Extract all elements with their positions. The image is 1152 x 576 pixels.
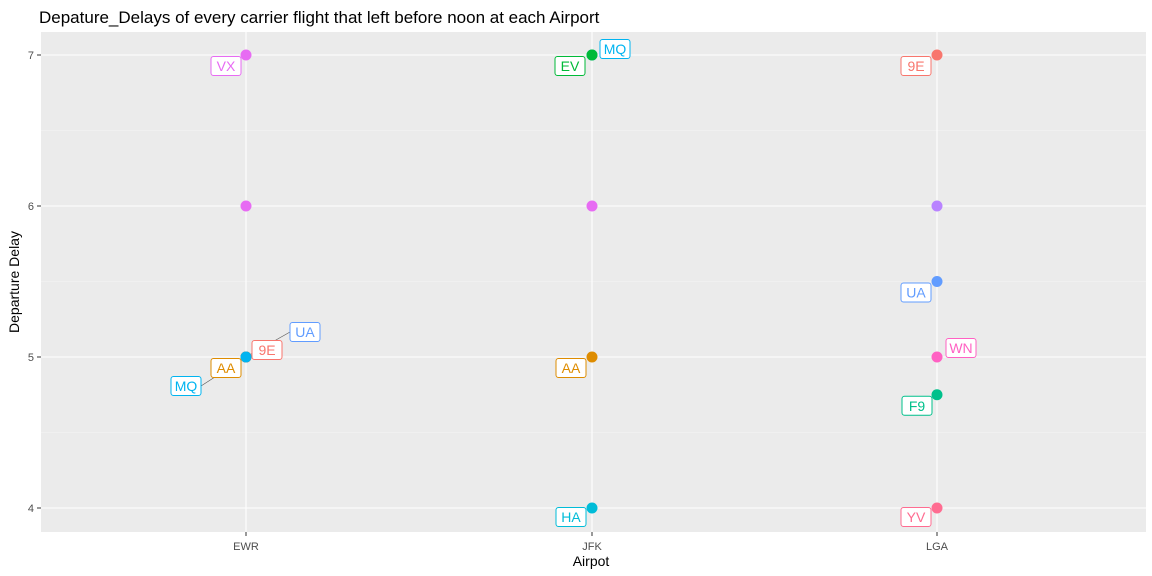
data-point bbox=[931, 502, 943, 514]
label-text: YV bbox=[907, 509, 926, 525]
label-box bbox=[599, 39, 631, 59]
label-text: MQ bbox=[604, 41, 627, 57]
label-text: F9 bbox=[909, 398, 926, 414]
point-label: UA bbox=[900, 282, 932, 303]
data-point bbox=[586, 200, 598, 212]
label-box bbox=[945, 338, 977, 358]
plot-panel bbox=[41, 32, 1146, 532]
y-axis-title: Departure Delay bbox=[6, 231, 22, 333]
point-label: MQ bbox=[599, 39, 631, 59]
label-text: 9E bbox=[258, 342, 275, 358]
label-box bbox=[170, 376, 202, 396]
label-box bbox=[555, 507, 587, 527]
x-axis-ticks: EWR JFK LGA bbox=[233, 532, 949, 553]
label-box bbox=[900, 507, 932, 527]
data-point bbox=[931, 49, 943, 61]
data-point bbox=[240, 49, 252, 61]
point-label: HA bbox=[555, 507, 587, 527]
label-box bbox=[251, 340, 283, 360]
label-text: UA bbox=[295, 324, 315, 340]
y-tick-label: 4 bbox=[28, 503, 34, 515]
point-label: 9E bbox=[900, 56, 932, 76]
label-text: UA bbox=[906, 285, 926, 301]
point-label: AA bbox=[555, 358, 587, 378]
point-label: F9 bbox=[901, 395, 933, 416]
label-box bbox=[555, 358, 587, 378]
label-text: EV bbox=[561, 58, 580, 74]
point-label: EV bbox=[554, 56, 586, 76]
label-box bbox=[900, 56, 932, 76]
data-point bbox=[931, 276, 943, 287]
minor-gridlines bbox=[41, 130, 1146, 433]
point-label: UA bbox=[289, 322, 321, 342]
x-tick-label: JFK bbox=[582, 541, 602, 553]
data-point bbox=[586, 502, 598, 514]
label-box bbox=[901, 395, 933, 416]
point-label: YV bbox=[900, 507, 932, 527]
y-axis-ticks: 4 5 6 7 bbox=[28, 50, 41, 515]
label-text: AA bbox=[562, 360, 581, 376]
y-tick-label: 7 bbox=[28, 50, 34, 62]
data-point bbox=[586, 351, 598, 363]
data-point bbox=[931, 389, 943, 401]
x-tick-label: EWR bbox=[233, 541, 259, 553]
label-text: MQ bbox=[175, 378, 198, 394]
label-box bbox=[900, 282, 932, 303]
data-point bbox=[931, 200, 943, 212]
label-text: HA bbox=[561, 509, 581, 525]
label-box bbox=[210, 56, 242, 76]
label-text: 9E bbox=[907, 58, 924, 74]
data-point bbox=[586, 49, 598, 61]
label-box bbox=[210, 358, 242, 378]
label-box bbox=[554, 56, 586, 76]
data-points bbox=[240, 49, 943, 514]
point-labels: VX UA 9E AA MQ MQ EV AA HA 9E UA WN F9 YV bbox=[170, 39, 977, 527]
label-text: VX bbox=[217, 58, 236, 74]
x-axis-title: Airpot bbox=[573, 553, 610, 569]
point-label: AA bbox=[210, 358, 242, 378]
y-tick-label: 5 bbox=[28, 352, 34, 364]
data-point bbox=[240, 200, 252, 212]
point-label: MQ bbox=[170, 376, 202, 396]
point-label: WN bbox=[945, 338, 977, 358]
y-tick-label: 6 bbox=[28, 201, 34, 213]
point-label: VX bbox=[210, 56, 242, 76]
label-text: AA bbox=[217, 360, 236, 376]
data-point bbox=[931, 351, 943, 363]
chart-title: Depature_Delays of every carrier flight … bbox=[39, 8, 600, 27]
label-box bbox=[289, 322, 321, 342]
point-label: 9E bbox=[251, 340, 283, 360]
data-point bbox=[240, 351, 252, 363]
label-text: WN bbox=[949, 340, 972, 356]
x-tick-label: LGA bbox=[926, 541, 949, 553]
